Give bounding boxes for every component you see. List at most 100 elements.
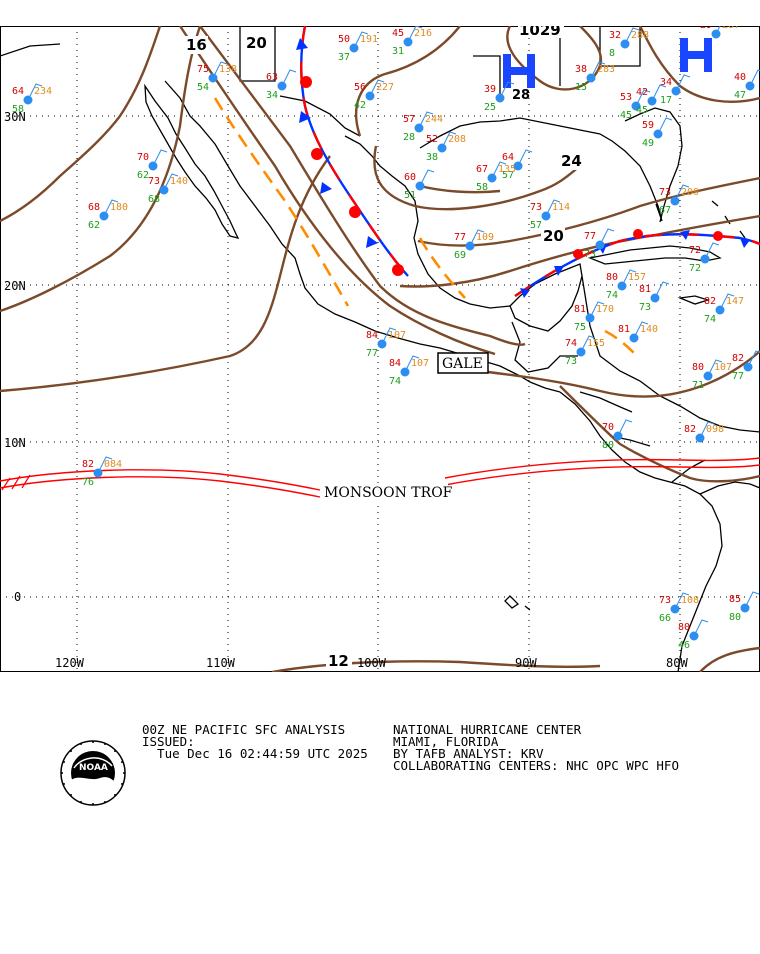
station-plot: 84 107 77 (366, 327, 406, 359)
station-plot: 82 098 (684, 421, 724, 443)
troughs (213, 97, 636, 355)
station-dewpoint: 45 (620, 110, 632, 121)
station-temperature: 64 (502, 152, 514, 163)
station-temperature: 82 (82, 459, 94, 470)
baja-california-coast (144, 83, 240, 239)
station-plot: 74 155 73 (565, 335, 605, 367)
station-pressure: 140 (640, 324, 658, 335)
honduras-border (579, 391, 633, 413)
station-dewpoint: 37 (338, 52, 350, 63)
station-plot: 64 57 (502, 149, 533, 181)
lon-label-80w: 80W (666, 656, 688, 670)
station-dewpoint: 80 (729, 612, 741, 623)
station-pressure: 147 (726, 296, 744, 307)
station-temperature: 34 (660, 77, 672, 88)
wind-barb (749, 69, 760, 87)
wind-barb (657, 117, 673, 135)
station-plot: 42 45 (636, 84, 667, 116)
wind-barb (97, 456, 113, 474)
station-pressure: 227 (376, 82, 394, 93)
wind-barb (418, 111, 434, 129)
lat-label-30n: 30N (4, 110, 26, 124)
wind-barb (651, 84, 667, 102)
station-pressure: 180 (110, 202, 128, 213)
station-temperature: 38 (575, 64, 587, 75)
wind-barb (152, 149, 168, 167)
station-plot: 73 108 66 (659, 592, 699, 624)
wind-barb (103, 199, 119, 217)
station-dewpoint: 54 (197, 82, 209, 93)
wind-barb (747, 350, 760, 368)
station-dewpoint: 73 (565, 356, 577, 367)
station-plot: 80 107 71 (692, 359, 732, 391)
wind-barb (674, 592, 690, 610)
wind-barb (635, 89, 651, 107)
station-dewpoint: 15 (575, 82, 587, 93)
collaborating-centers: COLLABORATING CENTERS: NHC OPC WPC HFO (393, 758, 679, 773)
station-dewpoint: 58 (12, 104, 24, 115)
station-temperature: 64 (12, 86, 24, 97)
surface-analysis-map: 28 16 20 1029 24 20 12 GALE MONSOON TROF… (0, 26, 760, 672)
station-pressure: 283 (597, 64, 615, 75)
station-pressure: 155 (587, 338, 605, 349)
station-plot: 80 157 74 (606, 269, 646, 301)
gale-warning: GALE (437, 352, 489, 374)
station-dewpoint: 74 (606, 290, 618, 301)
station-pressure: 098 (706, 424, 724, 435)
wind-barb (163, 173, 179, 191)
station-dewpoint: 51 (404, 190, 416, 201)
wind-barb (744, 591, 760, 609)
station-plot: 70 80 (602, 419, 633, 451)
station-pressure: 208 (448, 134, 466, 145)
station-pressure: 084 (104, 459, 122, 470)
station-plot: 64 234 58 (12, 83, 52, 115)
station-plot: 77 73 (584, 228, 615, 260)
station-temperature: 68 (88, 202, 100, 213)
station-plot: 77 109 69 (454, 229, 494, 261)
station-dewpoint: 25 (484, 102, 496, 113)
station-pressure: 234 (34, 86, 52, 97)
station-temperature: 40 (734, 72, 746, 83)
station-dewpoint: 8 (609, 48, 615, 59)
wind-barb (281, 69, 297, 87)
jamaica-coast (677, 295, 711, 305)
station-dewpoint: 76 (82, 477, 94, 488)
wind-barb (517, 149, 533, 167)
wind-barb (499, 81, 515, 99)
station-temperature: 77 (454, 232, 466, 243)
station-plot: 40 47 (734, 69, 760, 101)
issuing-location: MIAMI, FLORIDA (393, 734, 499, 749)
station-dewpoint: 57 (502, 170, 514, 181)
station-pressure: 191 (360, 34, 378, 45)
graticule (0, 26, 760, 672)
station-temperature: 80 (678, 622, 690, 633)
station-dewpoint: 67 (659, 205, 671, 216)
wind-barb (369, 79, 385, 97)
lat-label-10n: 10N (4, 436, 26, 450)
station-pressure: 288 (631, 30, 649, 41)
us-gulf-coast (419, 117, 663, 222)
bahamas-islands (711, 200, 746, 239)
station-dewpoint: 17 (660, 95, 672, 106)
station-pressure: 135 (498, 164, 516, 175)
station-pressure: 107 (714, 362, 732, 373)
guatemala-belize-border (511, 321, 578, 373)
lon-label-110w: 110W (206, 656, 236, 670)
wind-barb (621, 269, 637, 287)
wind-barb (580, 335, 596, 353)
station-dewpoint: 57 (530, 220, 542, 231)
station-pressure: 138 (219, 64, 237, 75)
wind-barb (419, 169, 435, 187)
station-plot: 50 191 37 (338, 31, 378, 63)
station-dewpoint: 46 (678, 640, 690, 651)
map-footer (0, 672, 760, 954)
station-dewpoint: 77 (366, 348, 378, 359)
cold-fronts (296, 26, 760, 298)
wind-barb (675, 74, 691, 92)
wind-barb (617, 419, 633, 437)
station-temperature: 85 (729, 594, 741, 605)
station-plot: 63 34 (266, 69, 297, 101)
station-temperature: 63 (266, 72, 278, 83)
wind-barb (407, 26, 423, 43)
